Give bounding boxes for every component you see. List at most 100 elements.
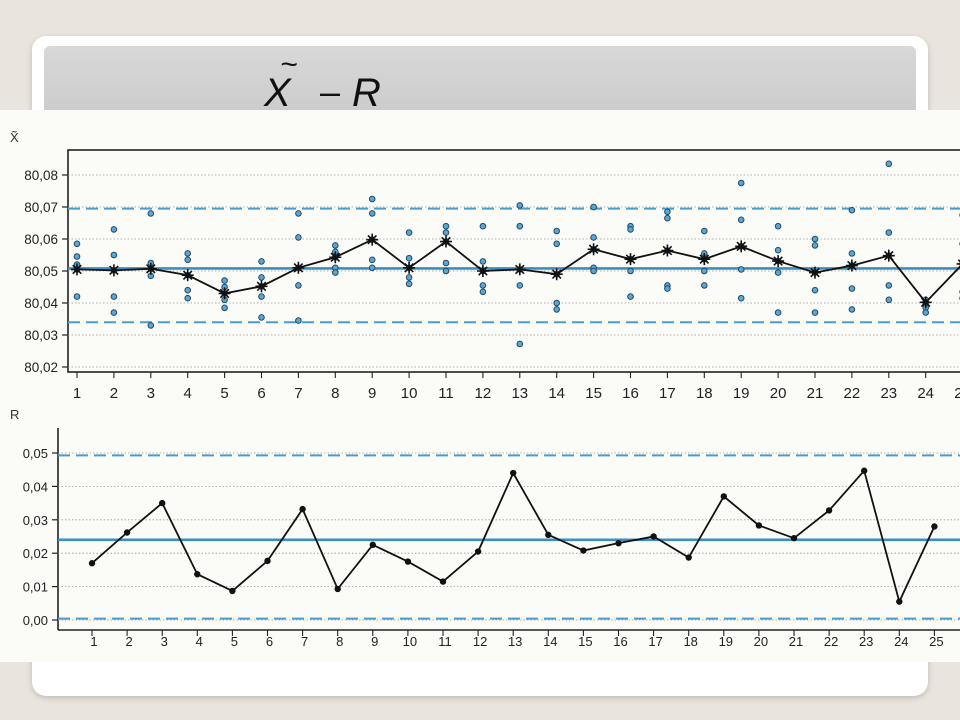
median-point-marker [550,268,563,281]
median-sample-point [368,210,376,217]
median-sample-point [811,242,819,249]
median-point-marker [107,264,120,277]
range-axis-title: R [10,407,19,422]
median-x-tick-label: 20 [770,385,787,402]
median-sample-point [110,309,118,316]
median-sample-point [332,269,339,276]
median-x-axis: 1 2 3 4 5 6 7 8 9 10 11 12 13 14 15 16 17 18 19 20 21 22 23 24 2… [73,372,960,402]
median-sample-point [774,222,782,230]
median-x-tick-label: 22 [844,385,861,402]
median-sample-point [885,160,893,168]
median-sample-point [553,299,561,307]
median-x-tick-label: 13 [511,385,528,402]
median-sample-point [627,226,634,233]
range-y-tick-label: 0,04 [23,479,48,494]
median-sample-point [590,203,597,211]
median-point-marker [144,262,157,275]
range-point [931,523,938,530]
median-sample-point [184,256,191,264]
title-x: X [263,71,292,115]
median-sample-point [885,296,893,304]
median-sample-point [184,250,191,257]
range-series [88,467,938,605]
median-sample-point [516,222,524,230]
median-sample-point [110,226,118,233]
range-x-tick-label: 11 [438,634,452,649]
median-sample-point [701,282,708,289]
median-sample-point [848,206,856,214]
median-x-tick-label: 2 [110,385,118,402]
range-y-tick-label: 0,01 [23,580,48,595]
range-point [720,493,727,500]
median-x-tick-label: 8 [331,385,339,402]
median-sample-point [811,309,819,316]
median-sample-point [479,222,487,230]
median-sample-point [442,222,450,230]
median-sample-point [553,227,561,235]
range-point [229,587,236,595]
median-sample-point [405,229,413,236]
median-x-tick-label: 7 [294,385,302,402]
median-sample-point [258,258,265,265]
median-sample-point [295,317,302,324]
range-point [650,533,657,540]
title-tilde: ~ [280,58,298,81]
slide-bottom [32,662,928,692]
range-point [369,541,376,549]
median-x-tick-label: 24 [917,385,934,402]
median-point-marker [809,266,821,279]
range-x-tick-label: 24 [894,634,908,649]
median-sample-point [664,208,671,216]
median-x-tick-label: 21 [807,385,824,402]
median-plot-frame [67,149,960,373]
median-sample-point [922,309,930,316]
median-sample-point [368,264,376,272]
median-point-marker [587,243,600,256]
range-x-tick-label: 25 [929,634,943,649]
median-y-tick-label: 80,02 [24,360,58,375]
median-chart: X̃ 80,08 80,07 80,06 80,05 80,04 80,03 80,02 1… [10,130,960,402]
median-x-tick-label: 18 [696,385,713,402]
median-x-tick-label: 14 [548,385,565,402]
median-control-limits [68,207,960,324]
range-series-line [91,468,936,605]
median-sample-point [590,234,597,241]
median-sample-point [368,256,376,264]
median-sample-point [295,282,302,289]
median-sample-point [848,306,856,313]
median-sample-point [221,277,228,284]
median-sample-point [405,254,413,262]
median-sample-point [516,282,524,289]
range-chart: R 0,050,040,030,020,010,00 1 2 3 4 5 6 7 8 9 10 11… [10,407,960,649]
median-y-tick-label: 80,04 [24,296,58,311]
median-point-marker [403,261,416,274]
median-sample-point [73,240,81,248]
range-point [194,571,201,578]
range-x-tick-label: 22 [824,634,838,649]
median-sample-point [405,280,413,288]
median-sample-point [442,267,450,275]
median-point-marker [772,255,785,268]
median-sample-point [664,285,671,292]
range-point [404,558,412,565]
range-x-axis: 1 2 3 4 5 6 7 8 9 10 11 12 13 14 15 16 17 18 19 20 21 22 23 24 2… [90,630,944,649]
median-x-tick-label: 5 [220,385,228,402]
median-sample-point [516,202,524,209]
median-sample-point [110,293,118,300]
median-y-tick-label: 80,03 [24,328,58,343]
median-sample-point [737,294,745,302]
range-y-tick-label: 0,00 [23,613,48,628]
median-series [71,233,960,309]
median-sample-point [553,240,561,248]
range-x-tick-label: 17 [648,634,662,649]
median-sample-points [73,160,960,348]
median-point-marker [513,263,526,276]
median-x-tick-label: 23 [880,385,897,402]
median-point-marker [181,269,194,282]
median-point-marker [919,296,932,309]
median-x-tick-label: 11 [438,385,454,402]
range-y-tick-label: 0,05 [23,446,48,461]
median-sample-point [184,294,191,302]
median-sample-point [737,266,745,273]
